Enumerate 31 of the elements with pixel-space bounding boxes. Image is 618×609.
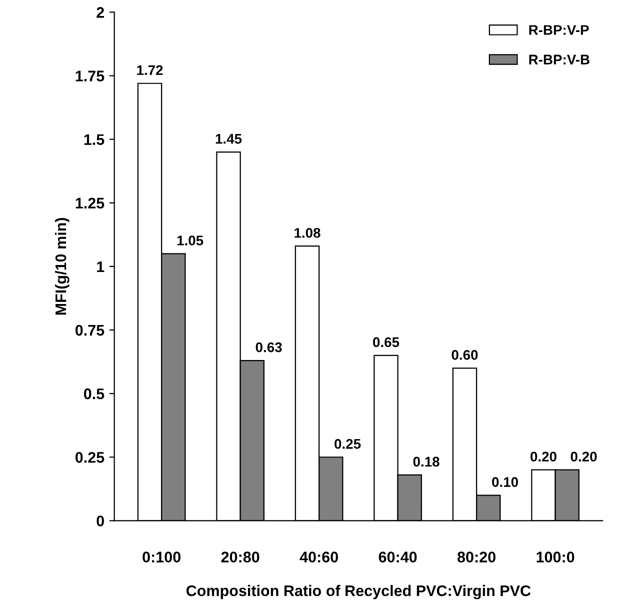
data-label: 0.63 <box>256 342 282 352</box>
data-label: 0.10 <box>492 477 518 487</box>
data-label: 0.65 <box>373 337 400 348</box>
y-tick-label: 1.5 <box>84 134 104 145</box>
data-label: 1.08 <box>294 228 320 238</box>
y-tick-label: 0.25 <box>75 452 104 463</box>
x-tick-label: 0:100 <box>142 552 180 562</box>
x-axis-title: Composition Ratio of Recycled PVC:Virgin PVC <box>186 584 531 600</box>
x-tick-label: 100:0 <box>536 552 574 562</box>
y-tick-label: 0 <box>96 516 104 526</box>
data-label: 1.45 <box>216 134 242 144</box>
y-tick-label: 2 <box>96 7 104 18</box>
data-label: 0.18 <box>413 456 440 467</box>
x-tick-label: 60:40 <box>378 552 417 562</box>
y-tick-label: 1 <box>97 261 104 272</box>
y-axis-title: MFI(g/10 min) <box>55 218 70 315</box>
y-tick-label: 1.75 <box>76 70 104 82</box>
x-tick-label: 80:20 <box>458 552 496 562</box>
y-tick-label: 1.25 <box>76 198 104 209</box>
y-tick-label: 0.75 <box>75 324 104 336</box>
y-tick-label: 0.5 <box>84 388 104 400</box>
data-label: 1.72 <box>137 65 163 75</box>
legend-label: R-BP:V-B <box>529 54 590 64</box>
data-label: 1.05 <box>177 236 204 246</box>
legend-label: R-BP:V-P <box>529 25 589 35</box>
x-tick-label: 20:80 <box>221 552 260 562</box>
data-label: 0.20 <box>530 452 556 462</box>
data-label: 0.25 <box>334 438 361 449</box>
x-tick-label: 40:60 <box>300 552 338 562</box>
data-label: 0.20 <box>570 452 597 462</box>
data-label: 0.60 <box>452 350 478 360</box>
